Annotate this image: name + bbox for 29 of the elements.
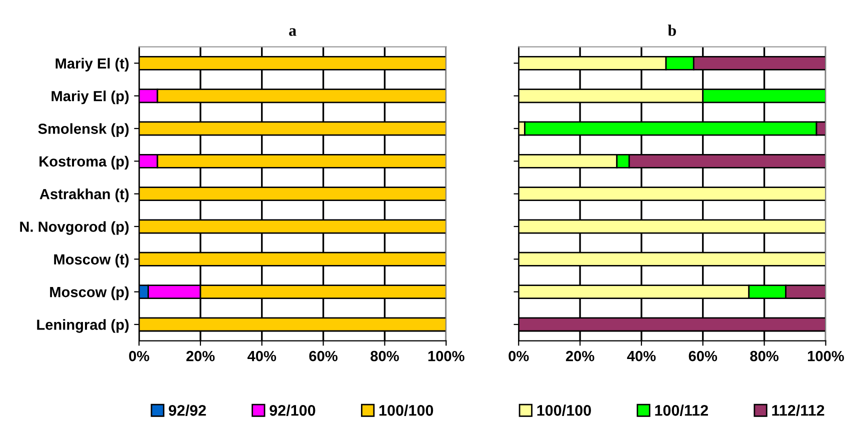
chart-title: b: [668, 24, 676, 36]
legend-label: 100/100: [537, 404, 591, 416]
legend-label: 100/100: [379, 404, 434, 416]
y-tick-label: Moscow (t): [54, 254, 129, 268]
y-tick-label: N. Novgorod (p): [20, 221, 129, 235]
y-tick-label: Kostroma (p): [40, 156, 129, 170]
legend-label: 92/100: [270, 404, 316, 416]
y-tick-label: Smolensk (p): [38, 123, 129, 137]
x-tick-label: 60%: [309, 350, 338, 362]
y-tick-label: Leningrad (p): [37, 319, 129, 333]
x-tick-label: 80%: [750, 350, 778, 362]
x-tick-label: 60%: [688, 350, 718, 362]
y-tick-label: Mariy El (t): [56, 58, 129, 72]
x-tick-label: 100%: [808, 350, 844, 362]
x-tick-label: 0%: [508, 350, 529, 362]
legend-label: 112/112: [772, 404, 824, 416]
x-tick-label: 100%: [428, 350, 464, 362]
x-tick-label: 40%: [627, 350, 656, 362]
x-tick-label: 20%: [566, 350, 594, 362]
x-tick-label: 80%: [370, 350, 399, 362]
x-tick-label: 0%: [129, 350, 150, 362]
y-tick-label: Moscow (p): [50, 286, 129, 300]
y-tick-label: Astrakhan (t): [40, 188, 129, 202]
x-tick-label: 20%: [186, 350, 215, 362]
x-tick-label: 40%: [248, 350, 276, 362]
chart-title: a: [289, 28, 296, 36]
y-tick-label: Mariy El (p): [52, 90, 129, 104]
legend-label: 100/112: [655, 404, 708, 416]
legend-label: 92/92: [168, 404, 206, 416]
